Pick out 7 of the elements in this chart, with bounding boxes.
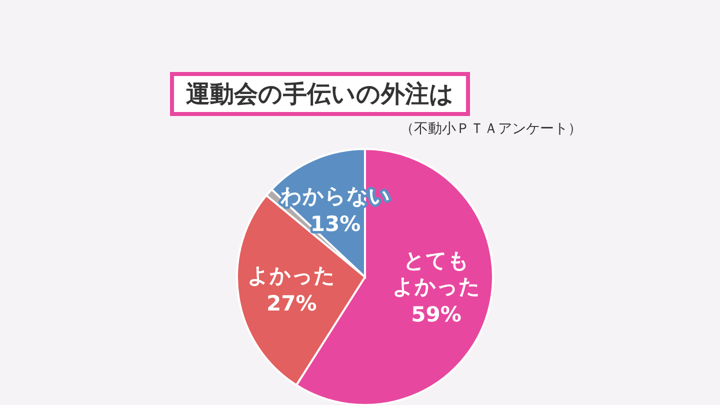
slice-label: とてもよかった bbox=[392, 248, 480, 299]
chart-title: 運動会の手伝いの外注は bbox=[170, 72, 470, 116]
data-label: 13% bbox=[310, 212, 361, 236]
chart-subtitle: （不動小ＰＴＡアンケート） bbox=[400, 120, 582, 138]
data-label: 59% bbox=[411, 302, 462, 327]
slice-label: よかった bbox=[248, 264, 336, 288]
data-label: 27% bbox=[266, 292, 317, 316]
